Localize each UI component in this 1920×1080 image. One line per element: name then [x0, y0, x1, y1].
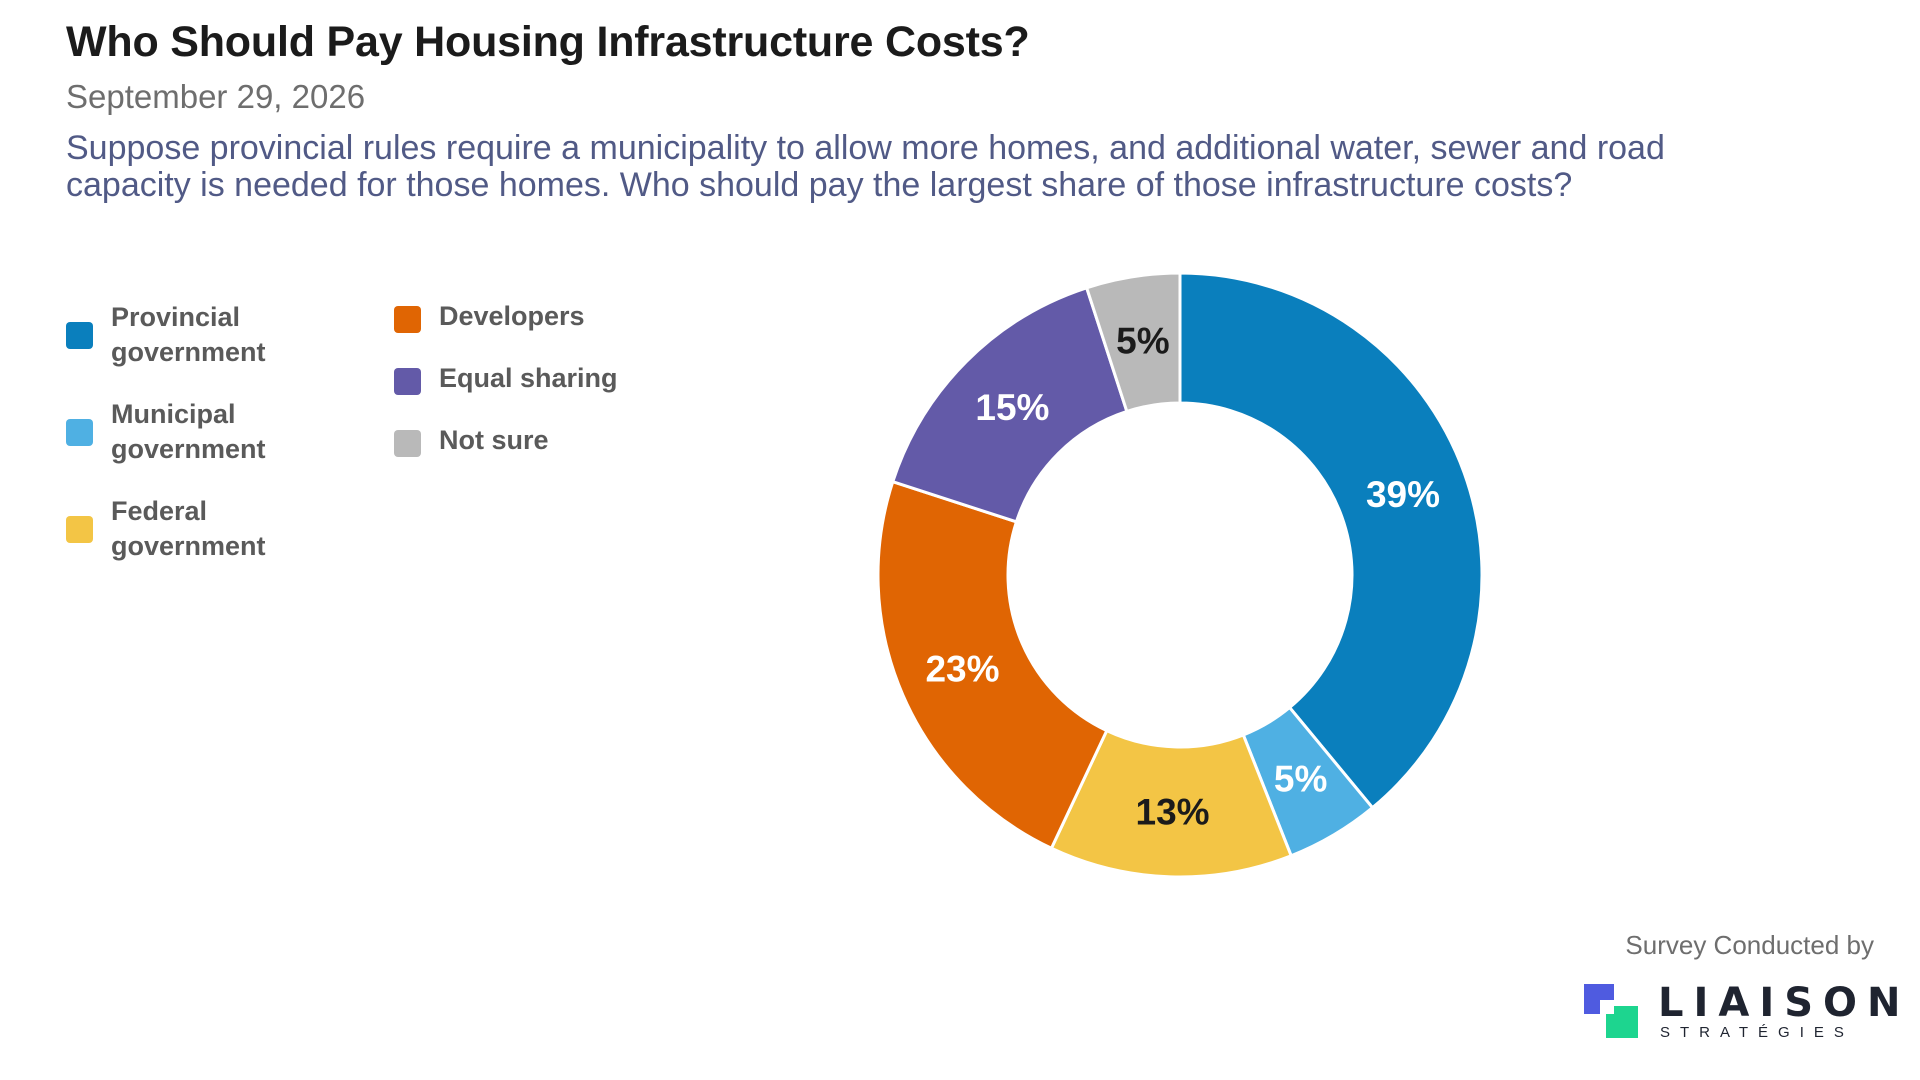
legend-item-federal: Federal government — [66, 494, 346, 564]
legend-swatch-equal-sharing — [394, 368, 421, 395]
chart-title: Who Should Pay Housing Infrastructure Co… — [66, 18, 1030, 66]
legend-item-provincial: Provincial government — [66, 300, 346, 370]
legend-swatch-developers — [394, 306, 421, 333]
legend-swatch-municipal — [66, 419, 93, 446]
legend-item-not-sure: Not sure — [394, 424, 674, 458]
liaison-logo-icon — [1584, 984, 1640, 1040]
liaison-logo: LIAISON STRATÉGIES — [1584, 980, 1901, 1042]
logo-subtitle: STRATÉGIES — [1660, 1024, 1854, 1041]
donut-slice-3 — [876, 479, 1109, 851]
legend-swatch-provincial — [66, 322, 93, 349]
donut-chart: 39% 5% 13% 23% 15% 5% — [876, 271, 1484, 879]
legend-label: Provincial government — [111, 302, 266, 367]
donut-slice-0 — [1178, 271, 1484, 810]
footer: Survey Conducted by LIAISON STRATÉGIES — [1574, 930, 1901, 1050]
survey-credit: Survey Conducted by — [1625, 930, 1874, 960]
donut-label-1: 5% — [1274, 758, 1327, 799]
logo-name: LIAISON — [1658, 980, 1911, 1026]
legend-label: Developers — [439, 301, 585, 331]
donut-label-2: 13% — [1136, 791, 1210, 832]
legend: Provincial government Municipal governme… — [66, 300, 666, 600]
donut-slice-5 — [1084, 271, 1182, 414]
donut-slice-2 — [1049, 728, 1294, 879]
legend-label: Not sure — [439, 425, 549, 455]
legend-label: Federal government — [111, 496, 266, 561]
legend-item-developers: Developers — [394, 300, 674, 334]
survey-date: September 29, 2026 — [66, 78, 366, 115]
legend-label: Municipal government — [111, 399, 266, 464]
legend-swatch-federal — [66, 516, 93, 543]
legend-item-municipal: Municipal government — [66, 397, 346, 467]
donut-label-4: 15% — [975, 387, 1049, 428]
donut-label-3: 23% — [925, 649, 999, 690]
donut-slice-4 — [890, 285, 1129, 524]
donut-label-0: 39% — [1366, 474, 1440, 515]
legend-item-equal-sharing: Equal sharing — [394, 362, 674, 396]
legend-swatch-not-sure — [394, 430, 421, 457]
donut-label-5: 5% — [1116, 320, 1169, 361]
legend-label: Equal sharing — [439, 363, 618, 393]
survey-question: Suppose provincial rules require a munic… — [66, 129, 1665, 204]
